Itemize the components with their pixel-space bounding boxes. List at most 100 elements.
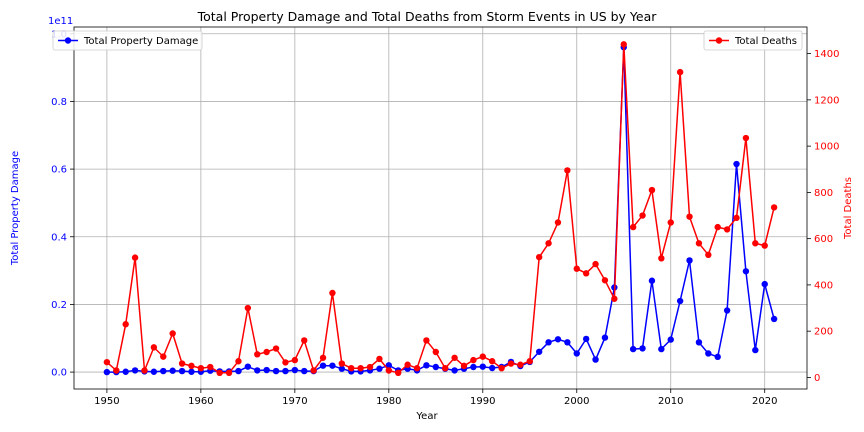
- data-point: [705, 350, 712, 357]
- data-point: [404, 361, 411, 368]
- data-point: [207, 363, 214, 371]
- data-point: [451, 354, 458, 361]
- plot-frame: [73, 26, 808, 390]
- data-point: [244, 304, 252, 312]
- data-point: [131, 367, 139, 374]
- right-y-tick-label: 600: [814, 234, 833, 245]
- data-point: [178, 367, 186, 375]
- legends: Total Property Damage Total Deaths: [52, 30, 803, 51]
- right-y-axis-label: Total Deaths: [843, 177, 854, 240]
- legend-label: Total Property Damage: [83, 36, 198, 47]
- right-y-tick-label: 400: [814, 280, 833, 291]
- data-point: [357, 364, 364, 372]
- left-y-axis-label: Total Property Damage: [10, 151, 21, 266]
- legend-box: [52, 30, 203, 51]
- data-point: [131, 254, 139, 261]
- data-point: [733, 160, 740, 168]
- data-point: [705, 251, 712, 259]
- data-point: [517, 361, 524, 368]
- data-point: [535, 348, 543, 355]
- data-point: [564, 167, 571, 174]
- data-point: [188, 362, 195, 370]
- data-point: [470, 363, 477, 371]
- x-tick-label: 1980: [376, 396, 401, 407]
- data-point: [319, 354, 327, 361]
- data-point: [225, 369, 233, 377]
- left-y-tick-label: 0.8: [51, 97, 67, 108]
- right-y-tick-label: 1400: [814, 49, 839, 60]
- data-point: [348, 364, 355, 372]
- right-y-tick-label: 1200: [814, 95, 839, 106]
- data-point: [564, 339, 571, 346]
- series: [103, 41, 778, 377]
- data-point: [291, 366, 299, 374]
- data-point: [338, 360, 346, 367]
- data-point: [366, 363, 374, 371]
- data-point: [301, 337, 308, 344]
- data-point: [376, 365, 383, 372]
- data-point: [160, 353, 167, 360]
- data-point: [695, 339, 703, 346]
- left-y-tick-label: 0.6: [51, 165, 67, 176]
- data-point: [329, 362, 336, 369]
- data-point: [545, 240, 552, 247]
- data-point: [160, 367, 167, 375]
- x-tick-label: 1960: [188, 396, 213, 407]
- series-deaths: [103, 41, 778, 377]
- data-point: [216, 369, 223, 377]
- chart-title: Total Property Damage and Total Deaths f…: [197, 9, 658, 24]
- data-point: [282, 359, 289, 366]
- data-point: [488, 358, 496, 365]
- data-point: [282, 367, 289, 375]
- data-point: [385, 362, 393, 369]
- data-point: [197, 364, 205, 372]
- legend-box: [703, 30, 803, 51]
- x-tick-label: 2000: [564, 396, 589, 407]
- data-point: [554, 219, 562, 226]
- data-point: [479, 353, 486, 360]
- data-point: [535, 253, 543, 261]
- data-point: [470, 356, 477, 364]
- data-point: [432, 348, 440, 356]
- data-point: [338, 365, 346, 372]
- data-point: [432, 363, 440, 371]
- data-point: [263, 366, 270, 374]
- data-point: [301, 367, 308, 375]
- plot-area-border: [73, 26, 808, 390]
- data-point: [254, 351, 261, 358]
- data-point: [714, 223, 721, 231]
- data-point: [376, 355, 383, 363]
- data-point: [141, 367, 148, 374]
- data-point: [178, 360, 186, 367]
- x-tick-label: 1970: [282, 396, 307, 407]
- data-point: [545, 339, 552, 346]
- data-point: [714, 353, 721, 361]
- x-tick-label: 1950: [94, 396, 119, 407]
- data-point: [742, 268, 750, 275]
- data-point: [742, 134, 750, 142]
- data-point: [658, 255, 665, 262]
- left-y-tick-label: 0.2: [51, 300, 67, 311]
- data-point: [122, 368, 129, 375]
- data-point: [479, 363, 486, 370]
- data-point: [648, 186, 656, 194]
- right-y-axis: 0 200 400 600 800 1000 1200 1400: [807, 49, 839, 384]
- data-point: [272, 367, 280, 375]
- right-y-tick-label: 0: [814, 373, 820, 384]
- data-point: [413, 364, 421, 372]
- data-point: [395, 369, 402, 377]
- data-point: [601, 334, 609, 341]
- data-point: [254, 367, 261, 374]
- data-point: [770, 204, 778, 211]
- data-point: [526, 358, 533, 365]
- left-y-scale-label: 1e11: [48, 16, 73, 27]
- data-point: [639, 345, 646, 352]
- data-point: [329, 289, 336, 297]
- data-point: [272, 345, 280, 352]
- data-point: [620, 41, 627, 48]
- data-point: [667, 336, 674, 343]
- data-point: [629, 223, 637, 231]
- data-point: [676, 297, 684, 305]
- data-point: [601, 277, 609, 284]
